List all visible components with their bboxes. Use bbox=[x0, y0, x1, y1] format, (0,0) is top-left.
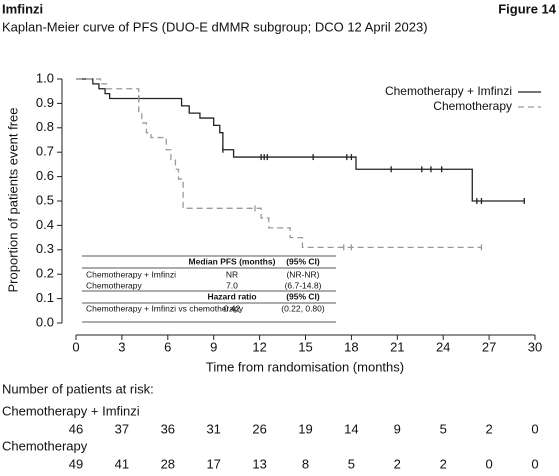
table-header: (95% CI) bbox=[286, 291, 320, 301]
table-header: Hazard ratio bbox=[207, 291, 256, 301]
y-tick-label: 0.6 bbox=[36, 168, 54, 183]
survival-curve bbox=[76, 78, 482, 249]
y-tick-label: 0.2 bbox=[36, 266, 54, 281]
risk-count: 2 bbox=[394, 456, 401, 471]
legend-label: Chemotherapy bbox=[433, 99, 512, 113]
table-cell: Chemotherapy + Imfinzi vs chemotherapy bbox=[86, 303, 244, 313]
y-tick-label: 0.7 bbox=[36, 144, 54, 159]
risk-count: 2 bbox=[485, 421, 492, 436]
risk-count: 14 bbox=[344, 421, 358, 436]
risk-group-name: Chemotherapy + Imfinzi bbox=[2, 403, 140, 418]
chart-title: Kaplan-Meier curve of PFS (DUO-E dMMR su… bbox=[2, 19, 428, 34]
x-axis-label: Time from randomisation (months) bbox=[206, 359, 404, 374]
table-cell: NR bbox=[226, 269, 238, 279]
x-tick-label: 15 bbox=[298, 339, 312, 354]
y-axis-label: Proportion of patients event free bbox=[5, 107, 20, 292]
x-tick-label: 0 bbox=[72, 339, 79, 354]
x-tick-label: 3 bbox=[118, 339, 125, 354]
risk-count: 13 bbox=[252, 456, 266, 471]
survival-curve bbox=[76, 78, 525, 202]
legend-label: Chemotherapy + Imfinzi bbox=[385, 84, 512, 98]
table-cell: (6.7-14.8) bbox=[285, 280, 322, 290]
risk-count: 36 bbox=[161, 421, 175, 436]
table-header: Median PFS (months) bbox=[189, 256, 276, 266]
risk-group-name: Chemotherapy bbox=[2, 438, 88, 453]
y-tick-label: 1.0 bbox=[36, 70, 54, 85]
x-tick-label: 27 bbox=[482, 339, 496, 354]
risk-count: 8 bbox=[302, 456, 309, 471]
table-cell: (0.22, 0.80) bbox=[281, 303, 325, 313]
risk-count: 46 bbox=[69, 421, 83, 436]
x-tick-label: 18 bbox=[344, 339, 358, 354]
risk-count: 0 bbox=[531, 421, 538, 436]
table-cell: (NR-NR) bbox=[286, 269, 319, 279]
table-cell: Chemotherapy + Imfinzi bbox=[86, 269, 176, 279]
y-tick-label: 0.1 bbox=[36, 290, 54, 305]
risk-count: 2 bbox=[440, 456, 447, 471]
y-tick-label: 0.5 bbox=[36, 192, 54, 207]
x-tick-label: 12 bbox=[252, 339, 266, 354]
risk-count: 37 bbox=[115, 421, 129, 436]
y-tick-label: 0.8 bbox=[36, 119, 54, 134]
risk-count: 41 bbox=[115, 456, 129, 471]
brand: Imfinzi bbox=[2, 1, 43, 16]
y-tick-label: 0.4 bbox=[36, 217, 54, 232]
table-header: (95% CI) bbox=[286, 256, 320, 266]
risk-count: 5 bbox=[440, 421, 447, 436]
y-tick-label: 0.0 bbox=[36, 314, 54, 329]
risk-count: 9 bbox=[394, 421, 401, 436]
x-tick-label: 30 bbox=[528, 339, 542, 354]
risk-count: 19 bbox=[298, 421, 312, 436]
table-cell: Chemotherapy bbox=[86, 280, 143, 290]
y-tick-label: 0.3 bbox=[36, 241, 54, 256]
risk-count: 31 bbox=[206, 421, 220, 436]
risk-count: 26 bbox=[252, 421, 266, 436]
x-tick-label: 21 bbox=[390, 339, 404, 354]
risk-count: 5 bbox=[348, 456, 355, 471]
risk-count: 17 bbox=[206, 456, 220, 471]
table-cell: 0.42 bbox=[224, 303, 241, 313]
y-tick-label: 0.9 bbox=[36, 95, 54, 110]
risk-title: Number of patients at risk: bbox=[2, 381, 154, 396]
risk-count: 0 bbox=[531, 456, 538, 471]
risk-count: 49 bbox=[69, 456, 83, 471]
risk-count: 28 bbox=[161, 456, 175, 471]
x-tick-label: 6 bbox=[164, 339, 171, 354]
x-tick-label: 9 bbox=[210, 339, 217, 354]
x-tick-label: 24 bbox=[436, 339, 450, 354]
risk-count: 0 bbox=[485, 456, 492, 471]
table-cell: 7.0 bbox=[226, 280, 238, 290]
figure-number: Figure 14 bbox=[498, 1, 557, 16]
